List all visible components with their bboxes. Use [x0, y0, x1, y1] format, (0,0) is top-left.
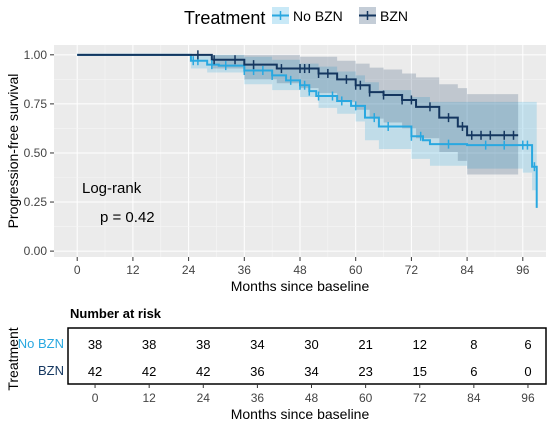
risk-row-label-no-bzn: No BZN: [18, 336, 64, 351]
risk-axis: 0 12 24 36 48 60 72 84 96: [92, 384, 535, 405]
y-tick-label: 0.50: [24, 146, 48, 160]
x-tick-label: 60: [349, 263, 363, 277]
x-tick-label: 48: [293, 263, 307, 277]
legend-label-no-bzn: No BZN: [293, 8, 343, 24]
risk-table-title: Number at risk: [70, 306, 162, 321]
legend-entry-bzn: BZN: [359, 7, 408, 24]
grid: [54, 45, 546, 257]
y-tick-label: 0.75: [24, 97, 48, 111]
risk-cell-no-bzn: 21: [358, 337, 372, 352]
risk-x-tick-label: 36: [251, 391, 265, 405]
logrank-label: Log-rank: [82, 180, 142, 197]
risk-x-tick-label: 84: [467, 391, 481, 405]
y-tick-label: 0.25: [24, 195, 48, 209]
legend-label-bzn: BZN: [380, 8, 408, 24]
risk-cell-bzn: 6: [470, 364, 477, 379]
axes: 0 12 24 36 48 60 72 84 96 0.00 0.25 0.50 0.75 1.00: [24, 48, 530, 277]
risk-table: Number at risk No BZN 38 38 38 34 30 21 12 8 6 BZN…: [5, 306, 547, 422]
confidence-bands: [77, 54, 537, 240]
x-tick-label: 24: [182, 263, 196, 277]
p-value-label: p = 0.42: [100, 209, 155, 226]
risk-rows: No BZN 38 38 38 34 30 21 12 8 6 BZN 42 42 42 36 34 23 15 6…: [18, 336, 532, 379]
risk-cell-bzn: 42: [142, 364, 156, 379]
risk-cell-no-bzn: 34: [250, 337, 264, 352]
x-tick-label: 36: [238, 263, 252, 277]
y-tick-label: 0.00: [24, 244, 48, 258]
ci-band-bzn: [77, 54, 519, 175]
x-tick-label: 72: [405, 263, 419, 277]
risk-x-tick-label: 60: [359, 391, 373, 405]
risk-x-tick-label: 96: [521, 391, 535, 405]
censor-marks: [192, 50, 536, 172]
y-tick-label: 1.00: [24, 48, 48, 62]
risk-y-axis-title: Treatment: [5, 327, 21, 390]
risk-x-tick-label: 24: [197, 391, 211, 405]
risk-x-tick-label: 72: [413, 391, 427, 405]
risk-cell-no-bzn: 6: [524, 337, 531, 352]
km-survival-chart: Treatment No BZN BZN 0 12 24 36 48 60 72 84 96 0.0…: [5, 7, 546, 294]
y-axis-title: Progression-free survival: [5, 74, 21, 229]
risk-cell-no-bzn: 38: [196, 337, 210, 352]
x-tick-label: 96: [516, 263, 530, 277]
risk-row-label-bzn: BZN: [38, 363, 64, 378]
legend-entry-no-bzn: No BZN: [272, 7, 343, 24]
legend: Treatment No BZN BZN: [184, 7, 408, 28]
ci-band-no-bzn: [77, 54, 537, 240]
risk-x-axis-title: Months since baseline: [231, 406, 370, 422]
risk-cell-bzn: 15: [413, 364, 427, 379]
risk-x-tick-label: 48: [305, 391, 319, 405]
x-tick-label: 12: [126, 263, 140, 277]
risk-cell-no-bzn: 38: [142, 337, 156, 352]
risk-cell-bzn: 42: [196, 364, 210, 379]
risk-cell-bzn: 42: [88, 364, 102, 379]
x-tick-label: 0: [74, 263, 81, 277]
risk-cell-no-bzn: 38: [88, 337, 102, 352]
risk-cell-no-bzn: 8: [470, 337, 477, 352]
risk-cell-no-bzn: 30: [304, 337, 318, 352]
risk-cell-no-bzn: 12: [413, 337, 427, 352]
x-tick-label: 84: [460, 263, 474, 277]
legend-title: Treatment: [184, 8, 265, 28]
risk-cell-bzn: 36: [250, 364, 264, 379]
risk-table-frame: [67, 327, 547, 385]
x-axis-title: Months since baseline: [231, 278, 370, 294]
risk-cell-bzn: 0: [524, 364, 531, 379]
risk-cell-bzn: 23: [358, 364, 372, 379]
risk-x-tick-label: 0: [92, 391, 99, 405]
risk-x-tick-label: 12: [142, 391, 156, 405]
risk-cell-bzn: 34: [304, 364, 318, 379]
